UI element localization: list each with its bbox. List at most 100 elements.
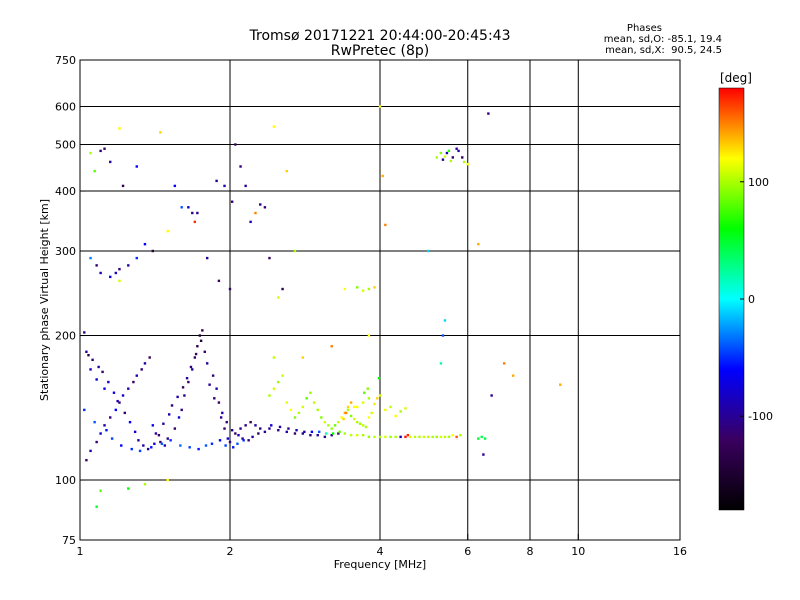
data-point <box>132 380 135 384</box>
data-point <box>244 424 247 427</box>
data-point <box>418 435 421 439</box>
data-point <box>140 368 143 371</box>
data-point <box>99 432 102 435</box>
data-point <box>457 149 460 153</box>
data-point <box>323 435 327 439</box>
data-point <box>297 411 301 415</box>
data-point <box>323 420 327 424</box>
data-point <box>404 435 407 439</box>
x-axis: 1 2 4 6 8 10 16 <box>77 534 687 558</box>
data-point <box>316 408 319 412</box>
data-point <box>349 433 353 437</box>
data-point <box>89 256 92 260</box>
data-point <box>234 143 237 146</box>
data-point <box>293 432 297 435</box>
data-point <box>337 420 340 424</box>
data-point <box>99 271 102 275</box>
data-point <box>159 440 162 444</box>
data-point <box>112 391 116 394</box>
data-point <box>293 416 297 419</box>
data-point <box>95 264 98 267</box>
data-point <box>166 437 169 440</box>
data-point <box>259 203 262 206</box>
data-point <box>143 242 147 246</box>
data-point <box>166 229 169 233</box>
data-point <box>95 440 98 444</box>
data-point <box>89 151 92 155</box>
data-point <box>404 407 407 410</box>
data-point <box>183 394 186 397</box>
stats-line-x: mean, sd,X: 90.5, 24.5 <box>605 45 722 56</box>
colorbar: [deg] 100 0 -100 <box>718 71 773 511</box>
data-point <box>180 408 183 412</box>
data-point <box>203 350 206 353</box>
data-point <box>477 437 480 440</box>
data-point <box>394 414 397 418</box>
data-point <box>301 405 305 409</box>
data-point <box>490 394 493 397</box>
data-point <box>150 446 153 449</box>
data-point <box>301 432 305 435</box>
data-point <box>413 435 417 439</box>
x-tick-label: 1 <box>77 545 84 558</box>
data-point <box>170 404 174 407</box>
data-point <box>285 401 288 404</box>
data-point <box>181 386 185 389</box>
data-point <box>254 424 257 427</box>
data-point <box>169 439 172 442</box>
data-point <box>427 249 430 253</box>
data-point <box>143 483 147 486</box>
data-point <box>431 435 434 439</box>
data-point <box>263 430 267 434</box>
y-tick-label: 300 <box>55 245 76 258</box>
data-point <box>277 296 280 299</box>
data-point <box>333 424 337 427</box>
data-point <box>373 402 376 406</box>
y-tick-label: 75 <box>62 534 76 547</box>
data-point <box>116 399 119 403</box>
data-point <box>225 420 228 424</box>
chart-title: Tromsø 20171221 20:44:00-20:45:43 <box>249 28 511 44</box>
data-point <box>85 458 88 462</box>
data-point <box>151 424 155 427</box>
data-point <box>462 160 466 164</box>
data-point <box>443 435 447 439</box>
data-point <box>242 439 245 442</box>
data-point <box>219 416 223 419</box>
data-point <box>272 125 276 128</box>
data-point <box>376 397 379 400</box>
data-point <box>337 432 340 435</box>
data-point <box>364 425 368 429</box>
data-point <box>83 408 86 412</box>
data-point <box>121 394 125 397</box>
data-point <box>109 160 112 164</box>
data-point <box>239 427 242 430</box>
data-point <box>128 420 132 424</box>
data-point <box>223 184 226 188</box>
data-point <box>127 264 130 267</box>
data-point <box>103 147 106 150</box>
data-point <box>384 223 387 227</box>
colorbar-tick-label: -100 <box>748 410 773 423</box>
y-tick-label: 100 <box>55 474 76 487</box>
data-point <box>197 447 200 451</box>
data-point <box>447 435 451 439</box>
data-point <box>449 159 453 163</box>
data-point <box>223 427 226 430</box>
data-point <box>352 405 356 409</box>
data-point <box>210 442 214 445</box>
data-point <box>196 211 199 215</box>
data-point <box>289 408 293 412</box>
data-point <box>455 147 458 150</box>
data-point <box>135 256 138 260</box>
data-point <box>89 449 92 453</box>
x-tick-label: 8 <box>527 545 534 558</box>
data-point <box>251 435 254 439</box>
data-point <box>441 158 445 161</box>
x-tick-label: 10 <box>571 545 585 558</box>
data-point <box>301 356 305 359</box>
data-point <box>361 433 365 437</box>
data-point <box>188 446 191 449</box>
data-point <box>278 425 282 429</box>
data-point <box>355 433 359 437</box>
